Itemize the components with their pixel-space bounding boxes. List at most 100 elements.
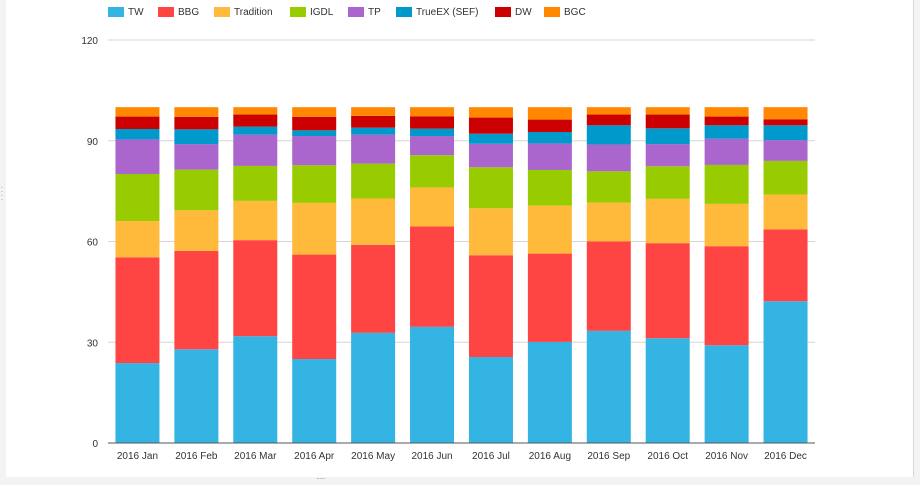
bar-segment-tp[interactable] <box>704 138 749 165</box>
bar-segment-bgc[interactable] <box>351 107 396 116</box>
bar-segment-dw[interactable] <box>468 117 513 134</box>
bar-segment-dw[interactable] <box>704 116 749 126</box>
bar-segment-trueex-sef[interactable] <box>292 130 337 137</box>
bar-segment-bbg[interactable] <box>351 244 396 333</box>
bar-segment-igdl[interactable] <box>174 169 219 211</box>
bar-segment-dw[interactable] <box>410 116 455 129</box>
bar-segment-trueex-sef[interactable] <box>351 127 396 135</box>
bar-segment-tw[interactable] <box>704 345 749 443</box>
bar-segment-tw[interactable] <box>586 330 631 443</box>
bar-segment-dw[interactable] <box>645 114 690 129</box>
bar-segment-tradition[interactable] <box>468 208 513 256</box>
legend-label: Tradition <box>234 7 273 18</box>
x-tick-label: 2016 May <box>351 451 395 462</box>
bar-segment-bgc[interactable] <box>115 107 160 117</box>
resize-handle-bottom[interactable]: ····· <box>316 474 325 483</box>
bar-segment-bbg[interactable] <box>233 240 278 337</box>
bar-segment-igdl[interactable] <box>468 167 513 209</box>
bar-segment-trueex-sef[interactable] <box>586 125 631 145</box>
bar-segment-bbg[interactable] <box>115 257 160 364</box>
bar-segment-tw[interactable] <box>527 341 572 443</box>
bar-segment-tw[interactable] <box>468 357 513 443</box>
bar-segment-dw[interactable] <box>351 115 396 128</box>
bar-segment-igdl[interactable] <box>115 173 160 222</box>
bar-segment-tradition[interactable] <box>233 200 278 241</box>
bar-segment-tradition[interactable] <box>115 221 160 258</box>
bar-segment-tw[interactable] <box>292 359 337 443</box>
bar-segment-trueex-sef[interactable] <box>763 125 808 141</box>
bar-segment-bbg[interactable] <box>468 255 513 358</box>
bar-segment-bgc[interactable] <box>645 107 690 115</box>
bar-segment-tradition[interactable] <box>645 198 690 244</box>
bar-segment-tw[interactable] <box>351 332 396 443</box>
bar-segment-tw[interactable] <box>410 326 455 443</box>
bar-segment-tp[interactable] <box>468 143 513 168</box>
bar-segment-bgc[interactable] <box>763 107 808 120</box>
bar-segment-bgc[interactable] <box>292 107 337 117</box>
bar-segment-dw[interactable] <box>292 116 337 131</box>
bar-segment-tp[interactable] <box>292 136 337 166</box>
bar-segment-tradition[interactable] <box>527 205 572 254</box>
bar-segment-trueex-sef[interactable] <box>645 128 690 145</box>
bar-segment-bbg[interactable] <box>645 243 690 339</box>
bar-segment-tradition[interactable] <box>704 203 749 247</box>
bar-segment-bgc[interactable] <box>233 107 278 115</box>
bar-segment-bgc[interactable] <box>704 107 749 117</box>
bar-segment-bbg[interactable] <box>292 254 337 360</box>
bar-segment-tp[interactable] <box>115 139 160 174</box>
bar-segment-tp[interactable] <box>410 136 455 156</box>
bar-segment-bgc[interactable] <box>174 107 219 117</box>
bar-segment-tw[interactable] <box>763 301 808 443</box>
bar-segment-tw[interactable] <box>233 336 278 443</box>
bar-segment-trueex-sef[interactable] <box>174 129 219 145</box>
bar-segment-trueex-sef[interactable] <box>704 125 749 139</box>
bar-segment-bgc[interactable] <box>410 107 455 117</box>
bar-segment-dw[interactable] <box>763 119 808 126</box>
bar-segment-igdl[interactable] <box>233 165 278 201</box>
bar-segment-dw[interactable] <box>174 116 219 130</box>
bar-segment-tp[interactable] <box>351 134 396 164</box>
bar-segment-igdl[interactable] <box>527 169 572 206</box>
bar-segment-tw[interactable] <box>645 338 690 443</box>
bar-segment-bbg[interactable] <box>704 246 749 346</box>
bar-segment-tp[interactable] <box>527 143 572 170</box>
bar-segment-trueex-sef[interactable] <box>527 132 572 144</box>
bar-segment-trueex-sef[interactable] <box>410 128 455 137</box>
bar-segment-igdl[interactable] <box>586 171 631 203</box>
bar-segment-tp[interactable] <box>586 144 631 172</box>
bar-segment-tw[interactable] <box>115 363 160 443</box>
bar-segment-tradition[interactable] <box>351 198 396 245</box>
bar-segment-igdl[interactable] <box>763 160 808 195</box>
bar-segment-tradition[interactable] <box>586 202 631 242</box>
bar-segment-dw[interactable] <box>586 114 631 126</box>
bar-segment-tradition[interactable] <box>174 210 219 251</box>
bar-segment-tp[interactable] <box>174 144 219 170</box>
bar-segment-tw[interactable] <box>174 349 219 443</box>
bar-segment-tradition[interactable] <box>763 194 808 230</box>
bar-segment-tp[interactable] <box>233 134 278 166</box>
bar-segment-bbg[interactable] <box>174 250 219 350</box>
bar-segment-igdl[interactable] <box>292 165 337 203</box>
bar-segment-bbg[interactable] <box>410 226 455 327</box>
bar-segment-tradition[interactable] <box>292 202 337 255</box>
bar-segment-bgc[interactable] <box>586 107 631 115</box>
bar-segment-igdl[interactable] <box>704 164 749 204</box>
bar-segment-dw[interactable] <box>115 116 160 129</box>
bar-segment-trueex-sef[interactable] <box>233 126 278 135</box>
bar-segment-bbg[interactable] <box>586 241 631 331</box>
bar-segment-bgc[interactable] <box>527 107 572 120</box>
resize-handle-left[interactable]: · · · · <box>0 183 4 204</box>
bar-segment-trueex-sef[interactable] <box>115 128 160 140</box>
bar-segment-bbg[interactable] <box>763 229 808 302</box>
bar-segment-trueex-sef[interactable] <box>468 133 513 144</box>
bar-segment-bgc[interactable] <box>468 107 513 118</box>
bar-segment-tp[interactable] <box>645 144 690 167</box>
bar-segment-dw[interactable] <box>233 114 278 127</box>
bar-segment-bbg[interactable] <box>527 253 572 342</box>
bar-segment-igdl[interactable] <box>351 163 396 199</box>
bar-segment-tradition[interactable] <box>410 187 455 227</box>
bar-segment-dw[interactable] <box>527 119 572 133</box>
bar-segment-tp[interactable] <box>763 140 808 161</box>
bar-segment-igdl[interactable] <box>645 166 690 199</box>
bar-segment-igdl[interactable] <box>410 155 455 188</box>
